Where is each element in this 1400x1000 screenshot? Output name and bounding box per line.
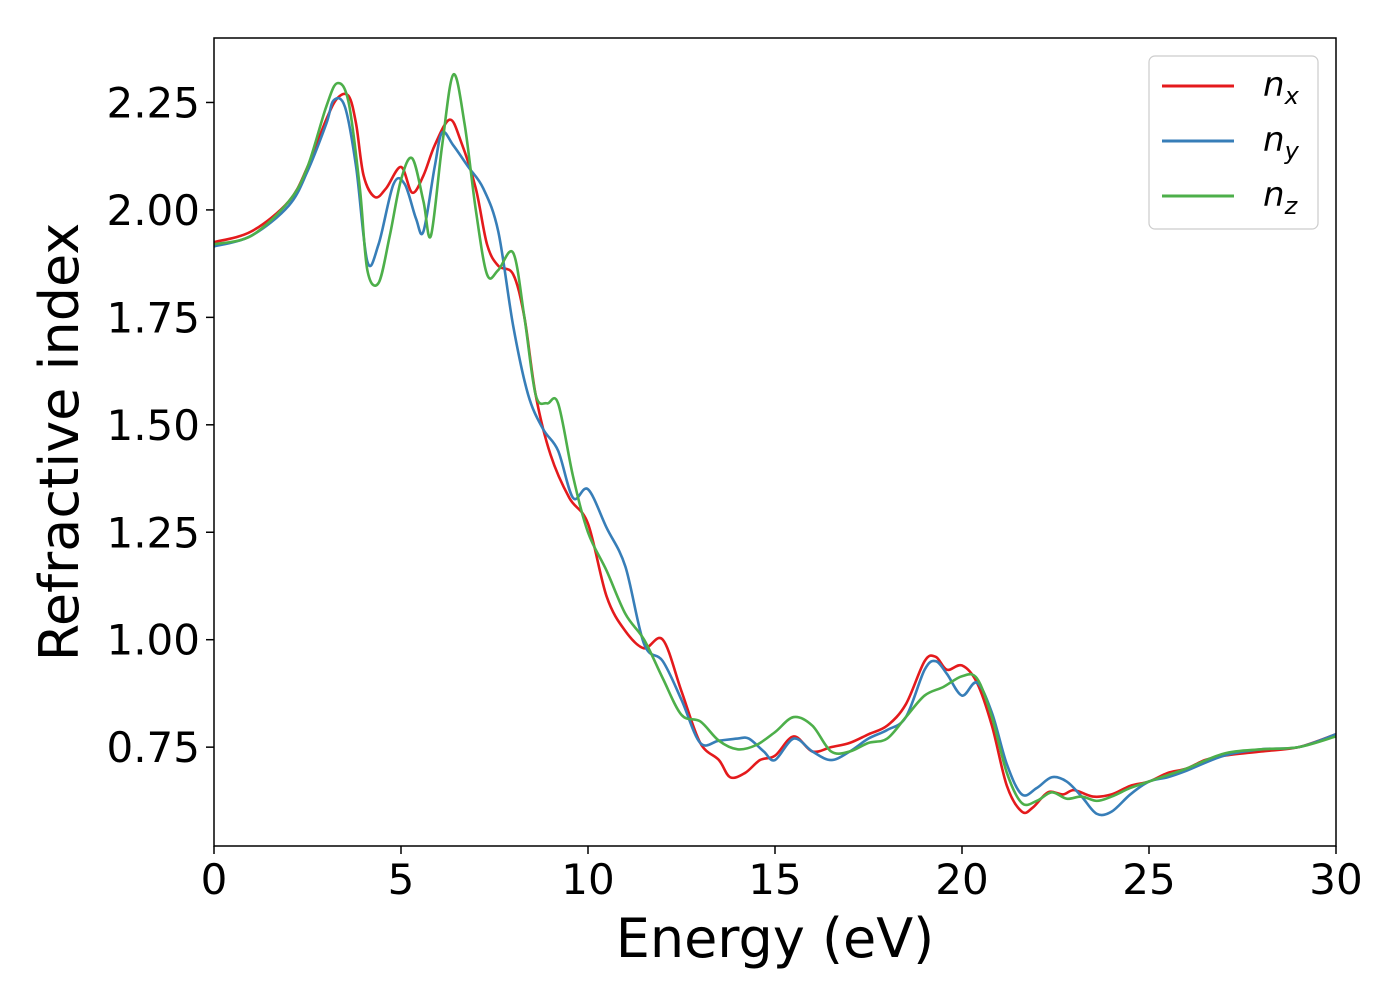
y-axis-title: Refractive index [28,223,91,662]
x-tick-label: 15 [748,855,801,904]
y-tick-label: 2.25 [106,78,200,127]
x-tick-label: 10 [561,855,614,904]
y-tick-label: 0.75 [106,723,200,772]
x-tick-label: 5 [388,855,415,904]
series-layer [213,73,1337,817]
x-tick-label: 25 [1122,855,1175,904]
x-tick-label: 30 [1309,855,1362,904]
y-tick-label: 2.00 [106,186,200,235]
y-tick-label: 1.00 [106,616,200,665]
series-line-nz [213,73,1337,807]
y-tick-label: 1.50 [106,401,200,450]
y-tick-label: 1.25 [106,508,200,557]
x-tick-label: 0 [201,855,228,904]
x-tick-label: 20 [935,855,988,904]
x-axis-title: Energy (eV) [616,907,935,970]
ticks-layer: 0 5 10 15 20 25 30 0.75 1.00 1.25 1.50 1.75 2.00 2.25 [106,78,1362,904]
y-tick-label: 1.75 [106,293,200,342]
